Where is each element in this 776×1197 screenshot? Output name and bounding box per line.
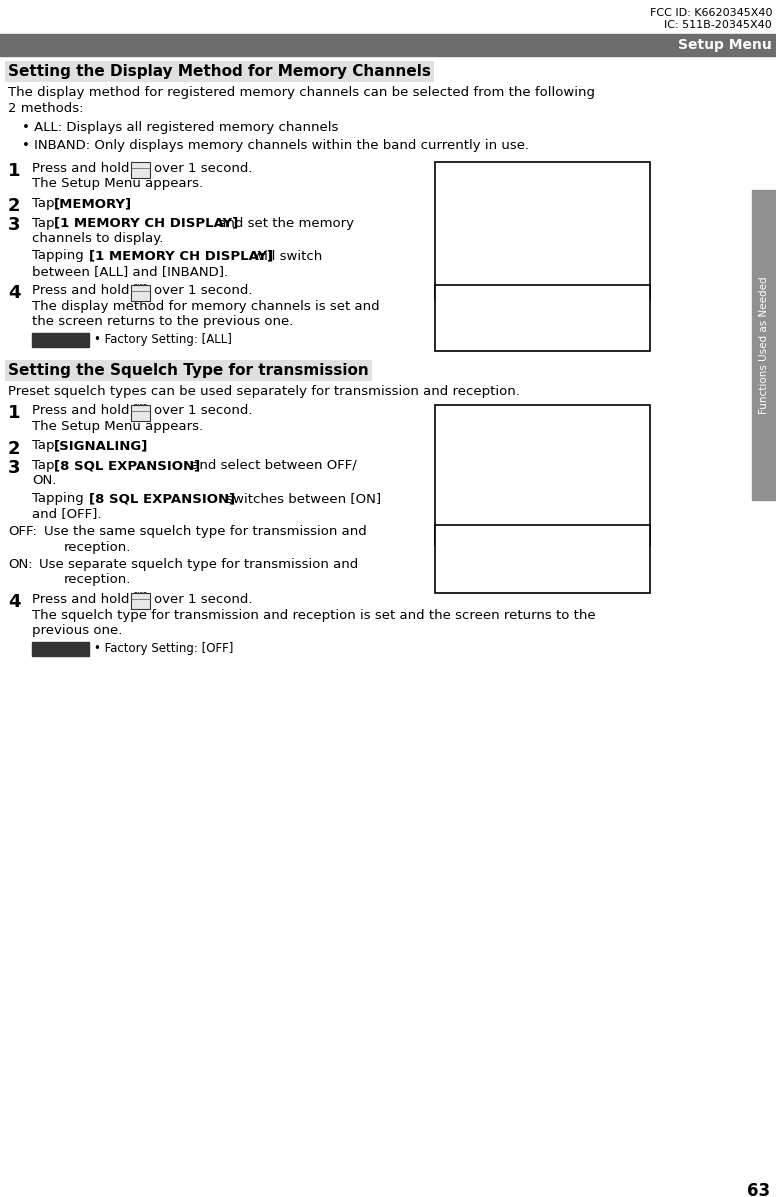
Text: Tap: Tap [32, 217, 59, 230]
Text: SETUP: SETUP [133, 171, 147, 175]
Text: [8 SQL EXPANSION]: [8 SQL EXPANSION] [89, 492, 235, 505]
Text: • ALL: Displays all registered memory channels: • ALL: Displays all registered memory ch… [22, 121, 338, 134]
Text: Press and hold: Press and hold [32, 593, 130, 606]
Text: Reference: Reference [35, 335, 89, 345]
Text: ON:: ON: [8, 558, 33, 571]
Text: 63: 63 [747, 1181, 770, 1197]
Text: [1 MEMORY CH DISPLAY]: [1 MEMORY CH DISPLAY] [89, 249, 273, 262]
Text: SETUP: SETUP [133, 602, 147, 606]
Text: will switch: will switch [249, 249, 322, 262]
Bar [435, 525, 650, 593]
Text: The Setup Menu appears.: The Setup Menu appears. [32, 177, 203, 190]
Text: reception.: reception. [64, 541, 131, 553]
Text: DISP: DISP [133, 405, 147, 409]
Text: [1 MEMORY CH DISPLAY]: [1 MEMORY CH DISPLAY] [54, 217, 238, 230]
Text: • Factory Setting: [ALL]: • Factory Setting: [ALL] [94, 334, 232, 346]
Text: Tap: Tap [32, 458, 59, 472]
Bar [0, 34, 776, 56]
Text: Tap: Tap [32, 439, 59, 452]
Text: IC: 511B-20345X40: IC: 511B-20345X40 [664, 20, 772, 30]
Text: Reference: Reference [35, 644, 89, 654]
Text: Setting the Squelch Type for transmission: Setting the Squelch Type for transmissio… [8, 363, 369, 378]
Text: Use separate squelch type for transmission and: Use separate squelch type for transmissi… [39, 558, 359, 571]
Text: previous one.: previous one. [32, 624, 123, 637]
Text: the screen returns to the previous one.: the screen returns to the previous one. [32, 316, 293, 328]
Bar [130, 405, 150, 420]
Text: Press and hold: Press and hold [32, 405, 130, 418]
Text: • Factory Setting: [OFF]: • Factory Setting: [OFF] [94, 642, 234, 655]
Text: over 1 second.: over 1 second. [154, 285, 252, 298]
Text: [8 SQL EXPANSION]: [8 SQL EXPANSION] [54, 458, 200, 472]
Text: Use the same squelch type for transmission and: Use the same squelch type for transmissi… [44, 525, 367, 537]
Text: Preset squelch types can be used separately for transmission and reception.: Preset squelch types can be used separat… [8, 385, 520, 397]
Text: 3: 3 [8, 458, 20, 476]
Text: • INBAND: Only displays memory channels within the band currently in use.: • INBAND: Only displays memory channels … [22, 139, 529, 152]
Text: The Setup Menu appears.: The Setup Menu appears. [32, 420, 203, 433]
Text: 1: 1 [8, 405, 20, 423]
Text: Setup Menu: Setup Menu [678, 38, 772, 51]
Text: The squelch type for transmission and reception is set and the screen returns to: The squelch type for transmission and re… [32, 608, 596, 621]
Text: between [ALL] and [INBAND].: between [ALL] and [INBAND]. [32, 265, 228, 278]
Text: SETUP: SETUP [133, 413, 147, 418]
Text: Setting the Display Method for Memory Channels: Setting the Display Method for Memory Ch… [8, 63, 431, 79]
Text: switches between [ON]: switches between [ON] [222, 492, 381, 505]
Text: 1: 1 [8, 162, 20, 180]
Bar [130, 162, 150, 178]
Text: 4: 4 [8, 593, 20, 610]
Text: ON.: ON. [32, 474, 57, 487]
Text: .: . [126, 198, 130, 209]
Text: DISP: DISP [133, 593, 147, 597]
Text: over 1 second.: over 1 second. [154, 593, 252, 606]
Text: FCC ID: K6620345X40: FCC ID: K6620345X40 [650, 8, 772, 18]
Text: [MEMORY]: [MEMORY] [54, 198, 132, 209]
Text: over 1 second.: over 1 second. [154, 405, 252, 418]
Text: DISP: DISP [133, 162, 147, 166]
Bar [130, 285, 150, 300]
Text: 2: 2 [8, 198, 20, 215]
Text: The display method for registered memory channels can be selected from the follo: The display method for registered memory… [8, 86, 595, 99]
Text: Functions Used as Needed: Functions Used as Needed [759, 277, 769, 414]
Text: 4: 4 [8, 285, 20, 303]
Text: reception.: reception. [64, 573, 131, 587]
Text: [SIGNALING]: [SIGNALING] [54, 439, 148, 452]
Bar [32, 333, 89, 347]
Text: over 1 second.: over 1 second. [154, 162, 252, 175]
Text: .: . [142, 439, 146, 452]
Text: Press and hold: Press and hold [32, 162, 130, 175]
Bar [435, 285, 650, 351]
Text: channels to display.: channels to display. [32, 232, 164, 245]
Bar [435, 405, 650, 545]
Text: and set the memory: and set the memory [214, 217, 354, 230]
Text: Press and hold: Press and hold [32, 285, 130, 298]
Bar [435, 162, 650, 299]
Text: 3: 3 [8, 217, 20, 235]
Text: Tapping: Tapping [32, 492, 88, 505]
Text: OFF:: OFF: [8, 525, 37, 537]
Bar [752, 190, 776, 500]
Text: Tapping: Tapping [32, 249, 88, 262]
Text: Tap: Tap [32, 198, 59, 209]
Text: 2: 2 [8, 439, 20, 457]
Text: SETUP: SETUP [133, 293, 147, 298]
Text: and [OFF].: and [OFF]. [32, 508, 102, 521]
Text: The display method for memory channels is set and: The display method for memory channels i… [32, 300, 379, 312]
Text: 2 methods:: 2 methods: [8, 102, 84, 115]
Text: and select between OFF/: and select between OFF/ [187, 458, 357, 472]
Bar [32, 642, 89, 656]
Bar [130, 593, 150, 609]
Text: DISP: DISP [133, 284, 147, 288]
